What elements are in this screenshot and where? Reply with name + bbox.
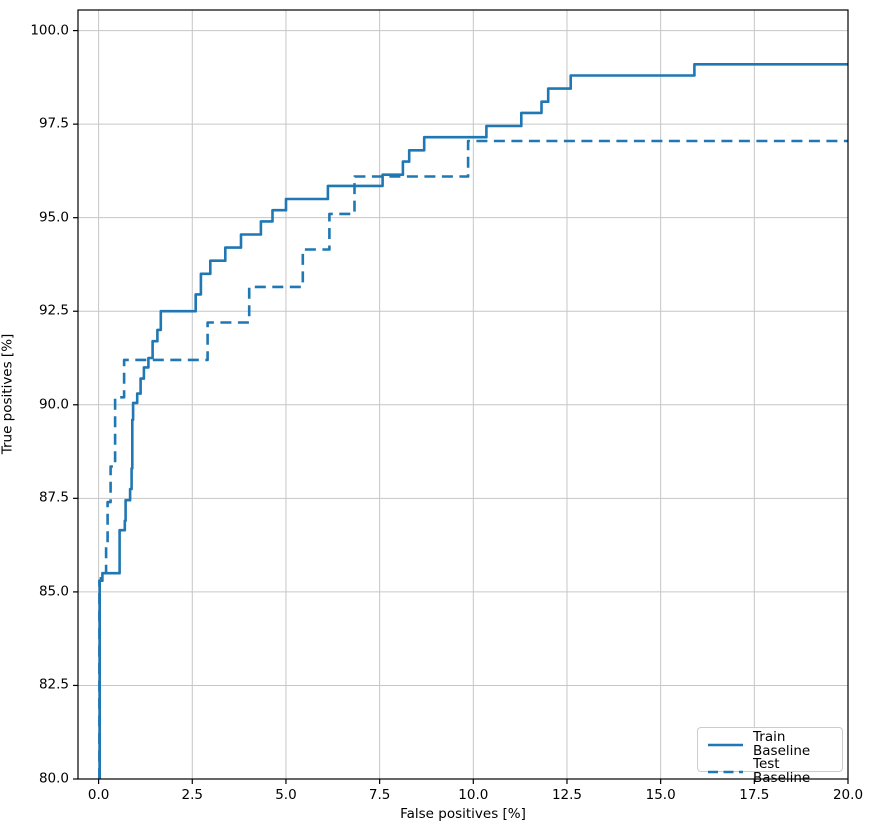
axes-spines: [77, 9, 849, 780]
y-tick-label: 82.5: [38, 676, 69, 693]
y-tick-label: 92.5: [38, 302, 69, 319]
x-tick-label: 20.0: [832, 787, 864, 803]
x-tick-label: 0.0: [87, 787, 110, 803]
x-tick-label: 15.0: [645, 787, 676, 803]
y-tick-label: 87.5: [38, 489, 69, 506]
legend-item-train: Train Baseline: [707, 729, 833, 759]
x-tick-label: 5.0: [275, 787, 297, 803]
series-line-test-baseline: [98, 139, 848, 779]
y-tick-label: 100.0: [30, 21, 69, 38]
y-axis-label: True positives [%]: [0, 333, 16, 455]
train-line-sample: [708, 743, 743, 746]
y-tick-label: 80.0: [38, 770, 69, 787]
y-tick-label: 85.0: [38, 583, 69, 600]
series-line-train-baseline: [98, 63, 848, 779]
test-line-sample: [708, 770, 743, 773]
legend-label-test: Test Baseline: [753, 756, 811, 786]
y-tick-label: 95.0: [38, 208, 69, 225]
legend: Train Baseline Test Baseline: [697, 727, 843, 784]
x-tick-label: 17.5: [739, 787, 770, 803]
legend-item-test: Test Baseline: [707, 756, 833, 786]
x-axis-label: False positives [%]: [400, 806, 526, 822]
y-tick-label: 90.0: [38, 396, 69, 413]
x-tick-label: 2.5: [181, 787, 204, 803]
x-tick-label: 7.5: [368, 787, 391, 803]
x-tick-label: 12.5: [551, 787, 582, 803]
y-tick-label: 97.5: [38, 115, 69, 132]
x-tick-label: 10.0: [458, 787, 489, 803]
legend-label-train: Train Baseline: [753, 729, 811, 759]
